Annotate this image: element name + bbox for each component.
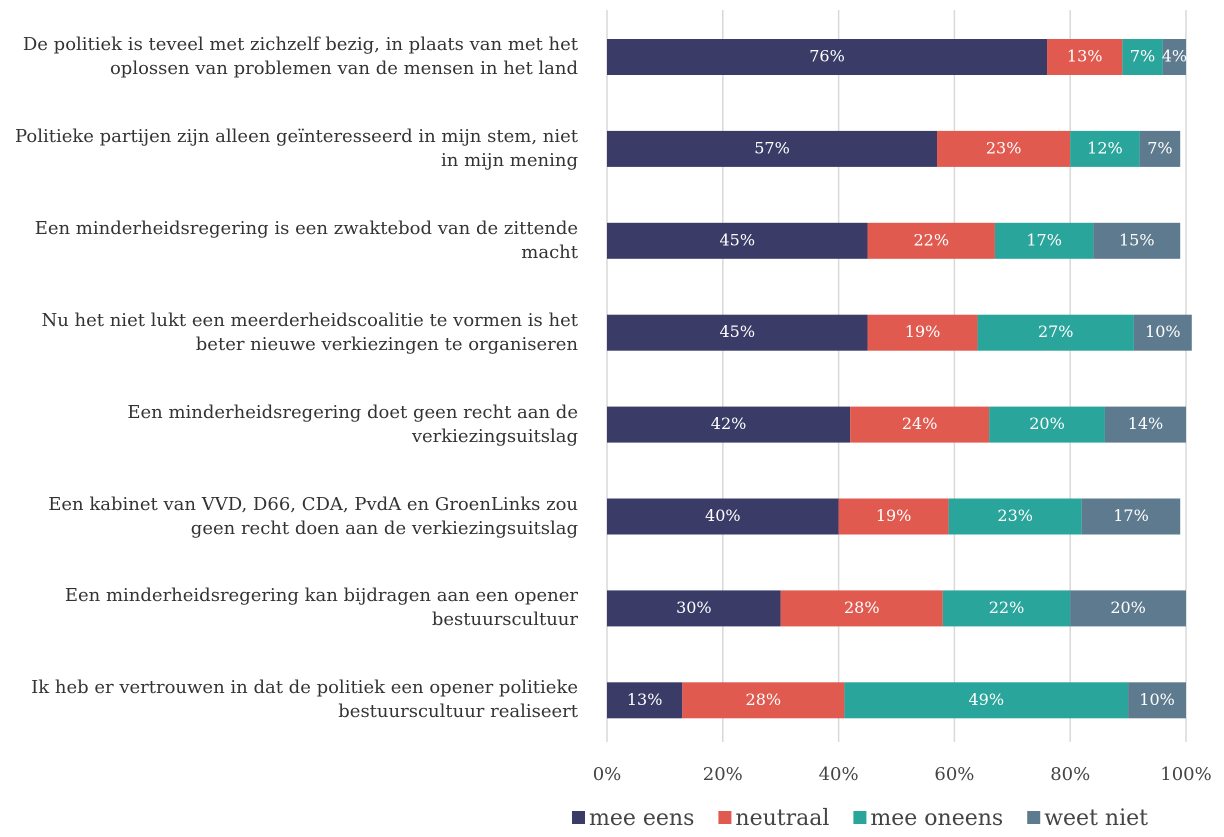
- category-label: De politiek is teveel met zichzelf bezig…: [22, 34, 578, 79]
- category-label: Politieke partijen zijn alleen geïnteres…: [14, 125, 578, 171]
- data-label: 19%: [905, 322, 941, 341]
- legend-swatch: [572, 811, 586, 824]
- bar-segment: [607, 406, 851, 443]
- data-label: 17%: [1113, 506, 1149, 525]
- bar-segment: [1162, 39, 1186, 75]
- data-label: 7%: [1147, 138, 1172, 157]
- bar-segment: [1128, 682, 1186, 719]
- bar-segment: [607, 130, 938, 167]
- data-label: 15%: [1119, 230, 1155, 249]
- data-label: 4%: [1162, 47, 1187, 66]
- bar-segment: [682, 682, 845, 719]
- x-tick-label: 60%: [934, 764, 974, 785]
- bar-segment: [607, 39, 1048, 75]
- legend-label: weet niet: [1044, 806, 1148, 831]
- data-label: 22%: [913, 230, 949, 249]
- bar-segment: [607, 498, 839, 535]
- bar-segment: [977, 314, 1134, 351]
- category-label: Nu het niet lukt een meerderheidscoaliti…: [41, 309, 578, 355]
- bar-segment: [1070, 130, 1140, 167]
- bar-segment: [780, 590, 943, 627]
- x-tick-label: 20%: [703, 764, 743, 785]
- bar-segment: [1070, 590, 1186, 627]
- bar-segment: [850, 406, 990, 443]
- bar-segment: [948, 498, 1082, 535]
- data-label: 22%: [989, 598, 1025, 617]
- data-label: 19%: [876, 506, 912, 525]
- x-tick-label: 80%: [1050, 764, 1090, 785]
- data-label: 45%: [719, 230, 755, 249]
- data-label: 27%: [1038, 322, 1074, 341]
- legend-label: mee oneens: [870, 806, 1003, 831]
- bar-segment: [1047, 39, 1123, 75]
- category-label: Een minderheidsregering is een zwaktebod…: [34, 217, 578, 263]
- data-label: 10%: [1145, 322, 1181, 341]
- data-label: 30%: [676, 598, 712, 617]
- legend-swatch: [718, 811, 732, 824]
- data-label: 23%: [986, 138, 1022, 157]
- bar-segment: [942, 590, 1071, 627]
- bar-segment: [1093, 222, 1181, 259]
- data-label: 7%: [1130, 47, 1155, 66]
- data-label: 28%: [844, 598, 880, 617]
- bar-segment: [607, 682, 683, 719]
- data-label: 20%: [1029, 414, 1065, 433]
- bar-segment: [844, 682, 1129, 719]
- data-label: 23%: [997, 506, 1033, 525]
- bar-segment: [867, 222, 995, 259]
- data-label: 57%: [754, 138, 790, 157]
- data-label: 14%: [1128, 414, 1164, 433]
- data-label: 17%: [1026, 230, 1062, 249]
- legend-swatch: [853, 811, 867, 824]
- bar-segment: [1139, 130, 1181, 167]
- bar-segment: [838, 498, 949, 535]
- legend-label: mee eens: [589, 806, 694, 831]
- data-label: 45%: [719, 322, 755, 341]
- data-label: 24%: [902, 414, 938, 433]
- data-label: 20%: [1110, 598, 1146, 617]
- data-label: 12%: [1087, 138, 1123, 157]
- bar-segment: [1133, 314, 1192, 351]
- bar-segment: [607, 590, 781, 627]
- data-label: 10%: [1139, 690, 1175, 709]
- data-label: 28%: [746, 690, 782, 709]
- x-tick-label: 100%: [1160, 764, 1211, 785]
- data-label: 49%: [968, 690, 1004, 709]
- category-label: Een kabinet van VVD, D66, CDA, PvdA en G…: [48, 493, 578, 539]
- bar-segment: [1081, 498, 1181, 535]
- legend-swatch: [1027, 811, 1041, 824]
- category-label: Een minderheidsregering kan bijdragen aa…: [64, 585, 578, 631]
- data-label: 13%: [1067, 47, 1103, 66]
- bar-segment: [1122, 39, 1163, 75]
- x-tick-label: 40%: [819, 764, 859, 785]
- data-label: 42%: [711, 414, 747, 433]
- bar-segment: [867, 314, 978, 351]
- category-label: Ik heb er vertrouwen in dat de politiek …: [31, 677, 578, 723]
- x-tick-label: 0%: [593, 764, 622, 785]
- data-label: 13%: [627, 690, 663, 709]
- bar-segment: [1104, 406, 1186, 443]
- bar-segment: [937, 130, 1071, 167]
- data-label: 40%: [705, 506, 741, 525]
- bar-segment: [989, 406, 1105, 443]
- bar-segment: [994, 222, 1094, 259]
- bar-segment: [607, 314, 868, 351]
- data-label: 76%: [809, 47, 845, 66]
- bar-segment: [607, 222, 868, 259]
- category-label: Een minderheidsregering doet geen recht …: [127, 401, 578, 447]
- legend-label: neutraal: [735, 806, 829, 831]
